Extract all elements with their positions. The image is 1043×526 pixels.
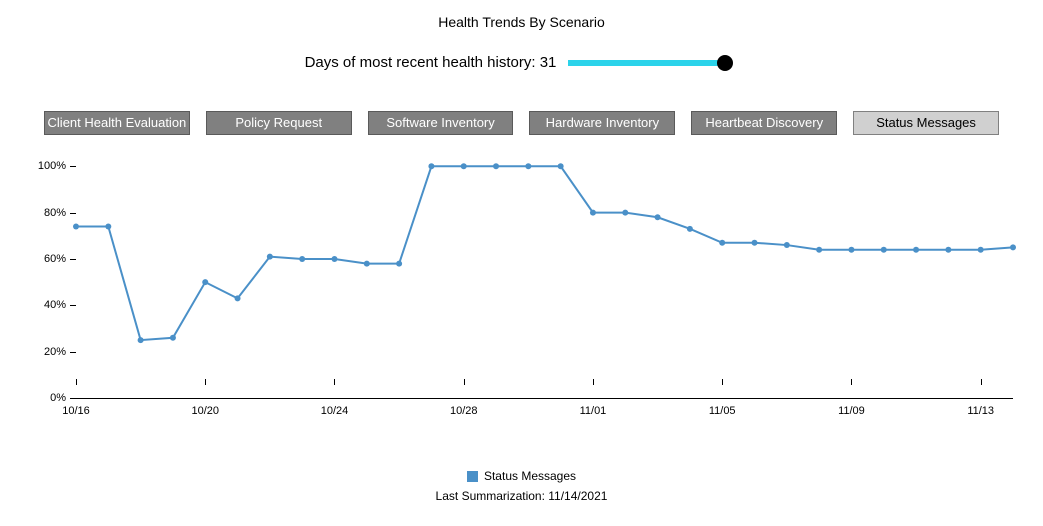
- history-slider-fill: [568, 60, 724, 66]
- history-slider-value: 31: [540, 54, 557, 71]
- x-tick-label: 10/16: [62, 405, 90, 417]
- history-slider-label-prefix: Days of most recent health history:: [305, 54, 540, 71]
- series-line: [76, 157, 1013, 398]
- x-tick-label: 11/05: [709, 405, 736, 417]
- y-tick-label: 60%: [44, 253, 66, 265]
- x-tick-label: 10/20: [191, 405, 219, 417]
- tab-heartbeat-discovery[interactable]: Heartbeat Discovery: [691, 111, 837, 135]
- y-tick-label: 40%: [44, 299, 66, 311]
- tab-software-inventory[interactable]: Software Inventory: [368, 111, 514, 135]
- legend-swatch: [467, 471, 478, 482]
- tab-hardware-inventory[interactable]: Hardware Inventory: [529, 111, 675, 135]
- history-slider-thumb[interactable]: [717, 55, 733, 71]
- plot-region: [76, 157, 1013, 399]
- x-tick-label: 11/13: [967, 405, 994, 417]
- y-tick-label: 20%: [44, 346, 66, 358]
- footer-date: 11/14/2021: [548, 489, 607, 503]
- page-title: Health Trends By Scenario: [0, 0, 1043, 30]
- x-tick-label: 10/28: [450, 405, 478, 417]
- y-tick-label: 0%: [50, 392, 66, 404]
- footer-summarization: Last Summarization: 11/14/2021: [0, 489, 1043, 503]
- tab-policy-request[interactable]: Policy Request: [206, 111, 352, 135]
- x-axis: 10/1610/2010/2410/2811/0111/0511/0911/13: [76, 401, 1013, 421]
- history-slider-row: Days of most recent health history: 31: [0, 54, 1043, 71]
- dashboard-root: { "title": "Health Trends By Scenario", …: [0, 0, 1043, 526]
- scenario-tabs: Client Health Evaluation Policy Request So…: [44, 111, 999, 135]
- y-axis: 0%20%40%60%80%100%: [28, 157, 70, 399]
- footer-prefix: Last Summarization:: [436, 489, 549, 503]
- x-tick-label: 10/24: [321, 405, 349, 417]
- chart-area: 0% 20% 40% 60% 80% 100% 10/16 10/20 10/24 10/28 1…: [28, 157, 1013, 421]
- legend: Status Messages: [0, 469, 1043, 483]
- y-tick-label: 80%: [44, 207, 66, 219]
- history-slider[interactable]: [568, 55, 738, 71]
- x-tick-label: 11/01: [580, 405, 607, 417]
- tab-status-messages[interactable]: Status Messages: [853, 111, 999, 135]
- x-tick-label: 11/09: [838, 405, 865, 417]
- y-tick-label: 100%: [38, 160, 66, 172]
- legend-label: Status Messages: [484, 469, 576, 483]
- history-slider-label: Days of most recent health history: 31: [305, 54, 557, 71]
- tab-client-health-evaluation[interactable]: Client Health Evaluation: [44, 111, 190, 135]
